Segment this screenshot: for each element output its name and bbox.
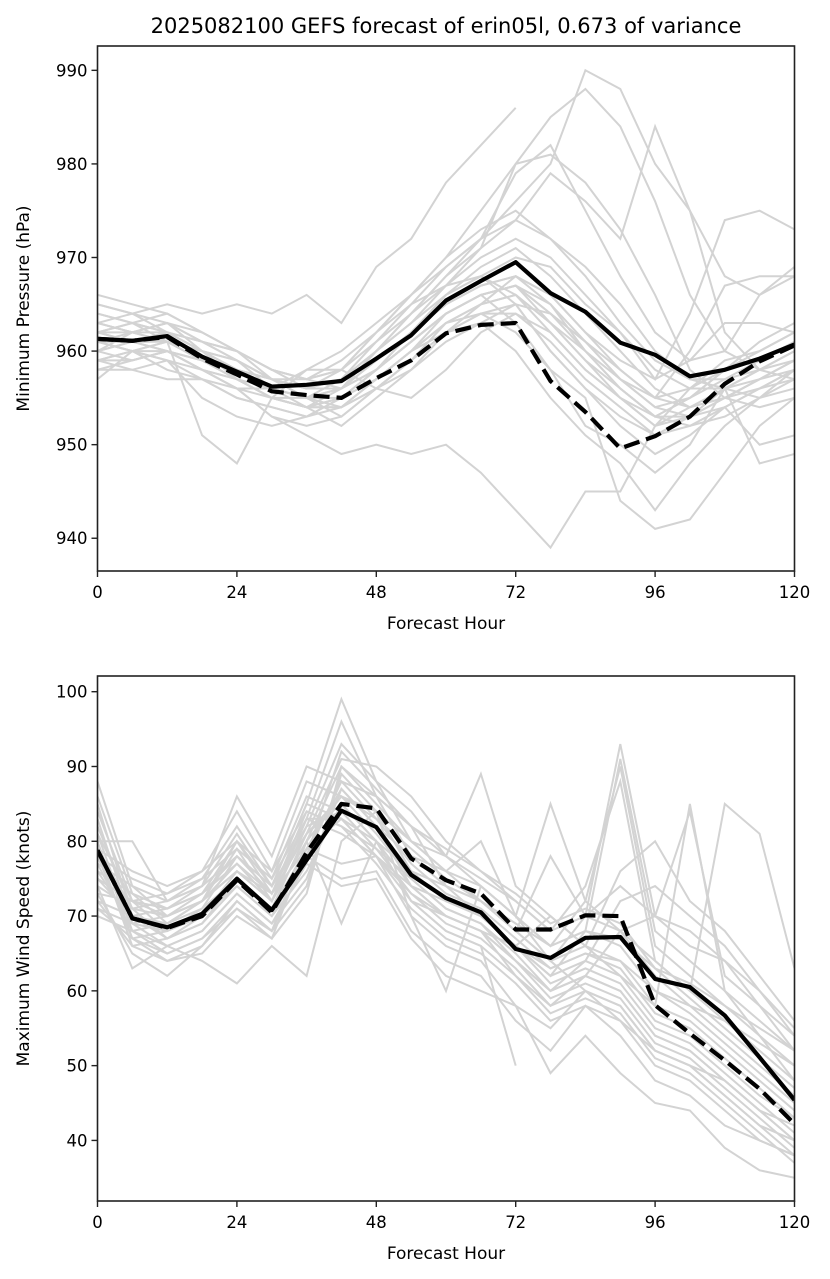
pressure-series [97,260,795,451]
wind-ensemble-member-line [97,810,795,1157]
pressure-ensemble-member-line [97,246,795,409]
pressure-x-tick-label: 48 [366,583,387,602]
wind-y-tick-label: 50 [67,1057,88,1076]
wind-ensemble-member-line [97,854,795,1157]
pressure-panel: 0 24 48 72 96 120 940 950 960 970 980 990 Forecast… [14,45,810,634]
wind-x-ticks: 0 24 48 72 96 120 [92,1201,810,1232]
pressure-x-axis-label: Forecast Hour [387,614,505,634]
pressure-x-tick-label: 72 [505,583,526,602]
wind-panel: 0 24 48 72 96 120 40 50 60 70 80 90 100 Forecast Ho… [14,675,810,1264]
pressure-y-tick-label: 990 [56,61,88,80]
pressure-ensemble-members [97,68,795,550]
wind-ensemble-member-line [97,847,795,1179]
pressure-dashed-line [97,320,795,451]
pressure-y-tick-label: 980 [56,155,88,174]
pressure-y-tick-label: 960 [56,342,88,361]
pressure-y-tick-label: 970 [56,248,88,267]
pressure-x-tick-label: 120 [779,583,811,602]
pressure-ensemble-member-line [97,107,517,325]
wind-x-tick-label: 48 [366,1213,387,1232]
wind-series [97,801,795,1126]
pressure-x-tick-label: 0 [92,583,103,602]
wind-y-axis-label: Maximum Wind Speed (knots) [14,811,34,1067]
wind-y-tick-label: 80 [67,832,88,851]
wind-ensemble-member-line [97,810,795,1157]
wind-x-axis-label: Forecast Hour [387,1244,505,1264]
pressure-y-ticks: 940 950 960 970 980 990 [56,61,98,548]
wind-x-tick-label: 0 [92,1213,103,1232]
wind-ensemble-member-line [97,764,795,1097]
pressure-axes-frame [96,45,796,572]
pressure-x-tick-label: 96 [645,583,666,602]
wind-y-tick-label: 70 [67,907,88,926]
wind-ensemble-member-line [97,772,795,1112]
wind-ensemble-member-line [97,764,795,1104]
wind-dashed-line [97,801,795,1126]
wind-ensemble-member-line [97,787,795,1134]
wind-y-tick-label: 40 [67,1131,88,1150]
pressure-y-axis-label: Minimum Pressure (hPa) [14,205,34,411]
pressure-ensemble-member-line [97,312,795,465]
pressure-x-ticks: 0 24 48 72 96 120 [92,571,810,602]
wind-y-tick-label: 60 [67,982,88,1001]
pressure-y-tick-label: 940 [56,529,88,548]
wind-axes-frame [96,675,796,1202]
pressure-ensemble-member-line [97,284,795,428]
wind-ensemble-member-line [97,817,795,1067]
wind-x-tick-label: 96 [645,1213,666,1232]
figure-title: 2025082100 GEFS forecast of erin05l, 0.6… [151,14,742,38]
pressure-ensemble-member-line [97,303,795,409]
wind-ensemble-member-line [97,817,795,1164]
pressure-y-tick-label: 950 [56,436,88,455]
wind-y-ticks: 40 50 60 70 80 90 100 [56,683,98,1150]
wind-x-tick-label: 24 [226,1213,247,1232]
wind-x-tick-label: 72 [505,1213,526,1232]
pressure-x-tick-label: 24 [226,583,247,602]
wind-y-tick-label: 100 [56,683,88,702]
wind-y-tick-label: 90 [67,757,88,776]
wind-x-tick-label: 120 [779,1213,811,1232]
